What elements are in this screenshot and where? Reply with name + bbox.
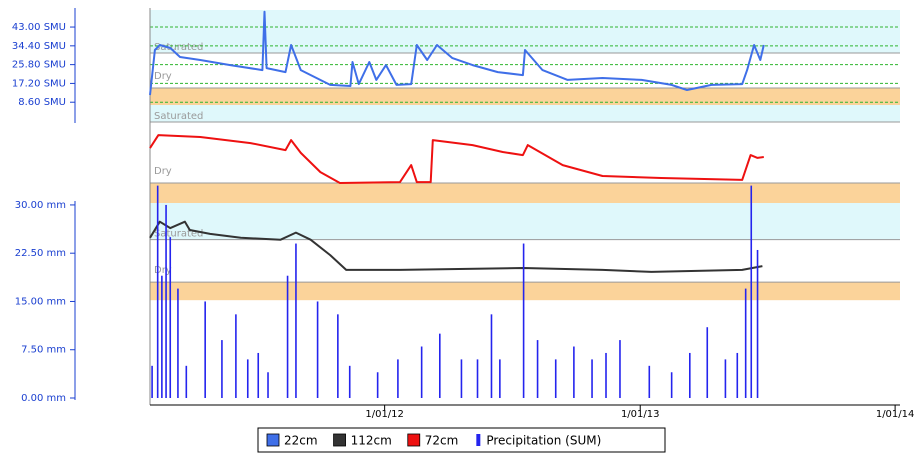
legend-swatch bbox=[266, 433, 280, 447]
precipitation-bar bbox=[286, 275, 289, 398]
precipitation-bar bbox=[670, 372, 673, 398]
precipitation-bar bbox=[185, 365, 188, 398]
band-label: Dry bbox=[154, 71, 172, 82]
x-tick-label: 1/01/12 bbox=[365, 409, 404, 420]
precipitation-bar bbox=[161, 275, 163, 398]
y-tick-label: 17.20 SMU bbox=[12, 78, 66, 89]
legend-label: 112cm bbox=[351, 434, 392, 448]
precipitation-bar bbox=[257, 352, 260, 398]
y-tick-label: 43.00 SMU bbox=[12, 22, 66, 33]
precipitation-bar bbox=[522, 243, 525, 398]
precipitation-bar bbox=[169, 237, 172, 398]
legend-swatch bbox=[407, 433, 421, 447]
precipitation-bar bbox=[536, 340, 539, 398]
legend-box bbox=[257, 427, 666, 453]
precipitation-bar bbox=[267, 372, 269, 398]
y-tick-label: 34.40 SMU bbox=[12, 41, 66, 52]
legend-label: Precipitation (SUM) bbox=[486, 434, 601, 448]
precipitation-bar bbox=[420, 346, 423, 398]
precipitation-bar bbox=[756, 249, 759, 398]
band-label: Saturated bbox=[154, 111, 203, 122]
precipitation-bar bbox=[476, 359, 479, 398]
series-line bbox=[149, 10, 765, 96]
y-tick-label: 22.50 mm bbox=[15, 248, 66, 259]
precipitation-bar bbox=[177, 288, 179, 398]
legend: 22cm 112cm 72cm Precipitation (SUM) bbox=[257, 427, 666, 453]
precipitation-bar bbox=[316, 301, 319, 398]
precipitation-bar bbox=[165, 204, 167, 398]
band bbox=[150, 182, 900, 203]
precipitation-bar bbox=[221, 340, 223, 398]
band bbox=[150, 282, 900, 301]
precipitation-bar bbox=[573, 346, 575, 398]
precipitation-bar bbox=[460, 359, 463, 398]
legend-label: 72cm bbox=[425, 434, 459, 448]
legend-swatch bbox=[476, 434, 481, 446]
band-label: Dry bbox=[154, 265, 172, 276]
precipitation-bar bbox=[591, 359, 593, 398]
x-tick-label: 1/01/13 bbox=[621, 409, 660, 420]
x-tick-label: 1/01/14 bbox=[876, 409, 915, 420]
band-label: Saturated bbox=[154, 42, 203, 53]
y-tick-label: 25.80 SMU bbox=[12, 60, 66, 71]
precipitation-bar bbox=[235, 314, 237, 398]
band bbox=[150, 203, 900, 240]
legend-swatch bbox=[333, 433, 346, 447]
precipitation-bar bbox=[554, 359, 557, 398]
precipitation-bar bbox=[376, 372, 379, 398]
precipitation-bar bbox=[397, 359, 399, 398]
precipitation-bar bbox=[736, 352, 739, 398]
y-tick-label: 30.00 mm bbox=[15, 200, 66, 211]
legend-label: 22cm bbox=[284, 434, 318, 448]
precipitation-bar bbox=[156, 185, 159, 398]
series-line bbox=[149, 134, 764, 184]
precipitation-bar bbox=[689, 352, 691, 398]
precipitation-bar bbox=[439, 333, 441, 398]
precipitation-bar bbox=[204, 301, 206, 398]
y-tick-label: 7.50 mm bbox=[21, 345, 66, 356]
precipitation-bar bbox=[490, 314, 493, 398]
y-tick-label: 0.00 mm bbox=[21, 393, 66, 404]
precipitation-bar bbox=[619, 340, 621, 398]
y-tick-label: 8.60 SMU bbox=[18, 97, 66, 108]
precipitation-bar bbox=[648, 365, 651, 398]
precipitation-bar bbox=[706, 327, 709, 398]
precipitation-bar bbox=[246, 359, 249, 398]
band-label: Dry bbox=[154, 166, 172, 177]
precipitation-bar bbox=[337, 314, 339, 398]
precipitation-bar bbox=[724, 359, 727, 398]
precipitation-bar bbox=[499, 359, 501, 398]
series-line bbox=[149, 220, 763, 273]
precipitation-bar bbox=[744, 288, 747, 398]
precipitation-bar bbox=[348, 365, 351, 398]
band bbox=[150, 88, 900, 106]
precipitation-bar bbox=[750, 185, 753, 398]
precipitation-bar bbox=[151, 365, 153, 398]
y-tick-label: 15.00 mm bbox=[15, 296, 66, 307]
band-label: Saturated bbox=[154, 229, 203, 240]
band bbox=[150, 105, 900, 122]
precipitation-bar bbox=[605, 352, 607, 398]
precipitation-bar bbox=[295, 243, 297, 398]
